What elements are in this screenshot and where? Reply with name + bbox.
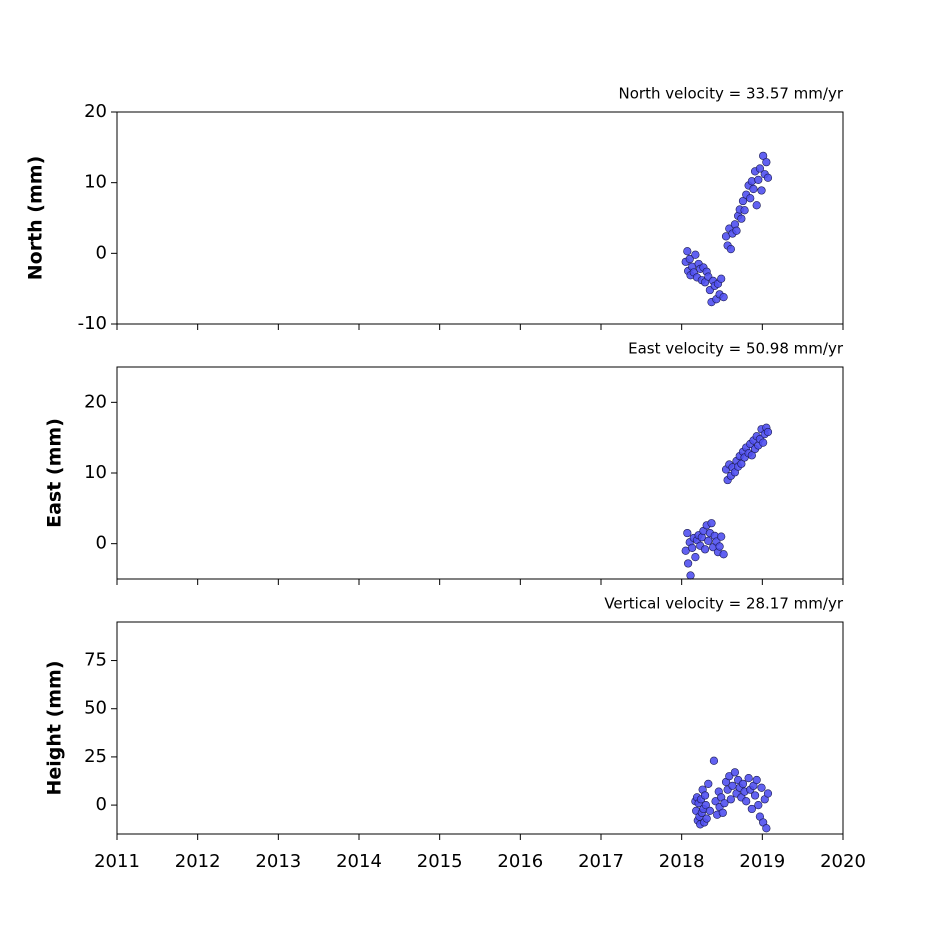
data-point [717,532,726,541]
data-point [725,772,734,781]
data-point [740,206,749,215]
data-point [726,244,735,254]
x-tick-label: 2013 [255,851,301,872]
data-point [738,196,748,206]
data-point [715,542,724,551]
x-tick-label: 2015 [417,851,463,872]
data-point [688,543,697,553]
panel-title: Vertical velocity = 28.17 mm/yr [604,595,844,613]
data-point [726,795,735,804]
y-axis-label: North (mm) [25,156,47,281]
data-point [704,779,713,788]
panel-title: North velocity = 33.57 mm/yr [619,85,844,103]
x-tick-label: 2020 [820,851,866,872]
data-point [752,201,761,210]
data-point [732,226,741,235]
data-point [757,186,766,195]
data-point [744,774,753,783]
y-tick-label: 20 [84,391,107,412]
data-point [686,571,695,580]
data-point [759,151,768,160]
data-point [719,293,728,302]
data-point [747,451,756,460]
y-axis-label: East (mm) [44,418,66,528]
data-point [700,545,710,554]
x-tick-label: 2011 [94,851,140,872]
y-tick-label: 50 [84,698,107,719]
y-axis-label: Height (mm) [44,660,66,795]
y-tick-label: 10 [84,462,107,483]
data-point [705,806,715,815]
data-point [683,247,692,256]
data-point [763,789,773,798]
data-point [749,184,758,194]
data-point [701,800,710,810]
x-tick-label: 2018 [659,851,705,872]
x-tick-label: 2017 [578,851,624,872]
data-point [683,528,692,538]
data-point [737,214,746,223]
axes-frame [116,111,844,325]
data-point [738,779,748,788]
axes-frame [116,366,844,580]
data-point [754,175,763,184]
data-point [750,791,760,800]
data-point [730,768,740,777]
data-point [711,797,720,806]
data-point [757,783,766,792]
data-point [746,194,755,203]
data-point [752,775,761,785]
y-tick-label: 0 [96,533,107,554]
data-point [685,254,694,264]
data-point [684,559,693,568]
data-point [719,550,728,559]
data-point [747,804,756,814]
data-point [709,756,719,765]
axes-frame [116,621,844,835]
y-tick-label: 25 [84,746,107,767]
data-point [763,173,773,182]
data-point [759,438,768,447]
data-point [754,800,763,810]
data-point [737,459,746,468]
data-point [762,824,771,833]
y-tick-label: -10 [78,313,107,334]
data-point [704,536,713,545]
y-tick-label: 0 [96,242,107,263]
data-point [720,799,729,808]
data-point [742,797,751,806]
data-point [702,814,711,823]
data-point [718,808,727,817]
data-point [755,164,765,173]
data-point [700,791,710,800]
data-point [762,158,771,167]
data-point [691,250,700,259]
data-point [717,274,726,283]
data-point [728,781,737,790]
y-tick-label: 75 [84,650,107,671]
y-tick-label: 20 [84,101,107,122]
data-point [763,427,773,437]
y-tick-label: 0 [96,794,107,815]
x-tick-label: 2014 [336,851,382,872]
panel-title: East velocity = 50.98 mm/yr [628,340,844,358]
x-tick-label: 2019 [739,851,785,872]
x-tick-label: 2016 [497,851,543,872]
data-point [691,552,700,562]
data-point [707,519,716,528]
x-tick-label: 2012 [175,851,221,872]
y-tick-label: 10 [84,172,107,193]
